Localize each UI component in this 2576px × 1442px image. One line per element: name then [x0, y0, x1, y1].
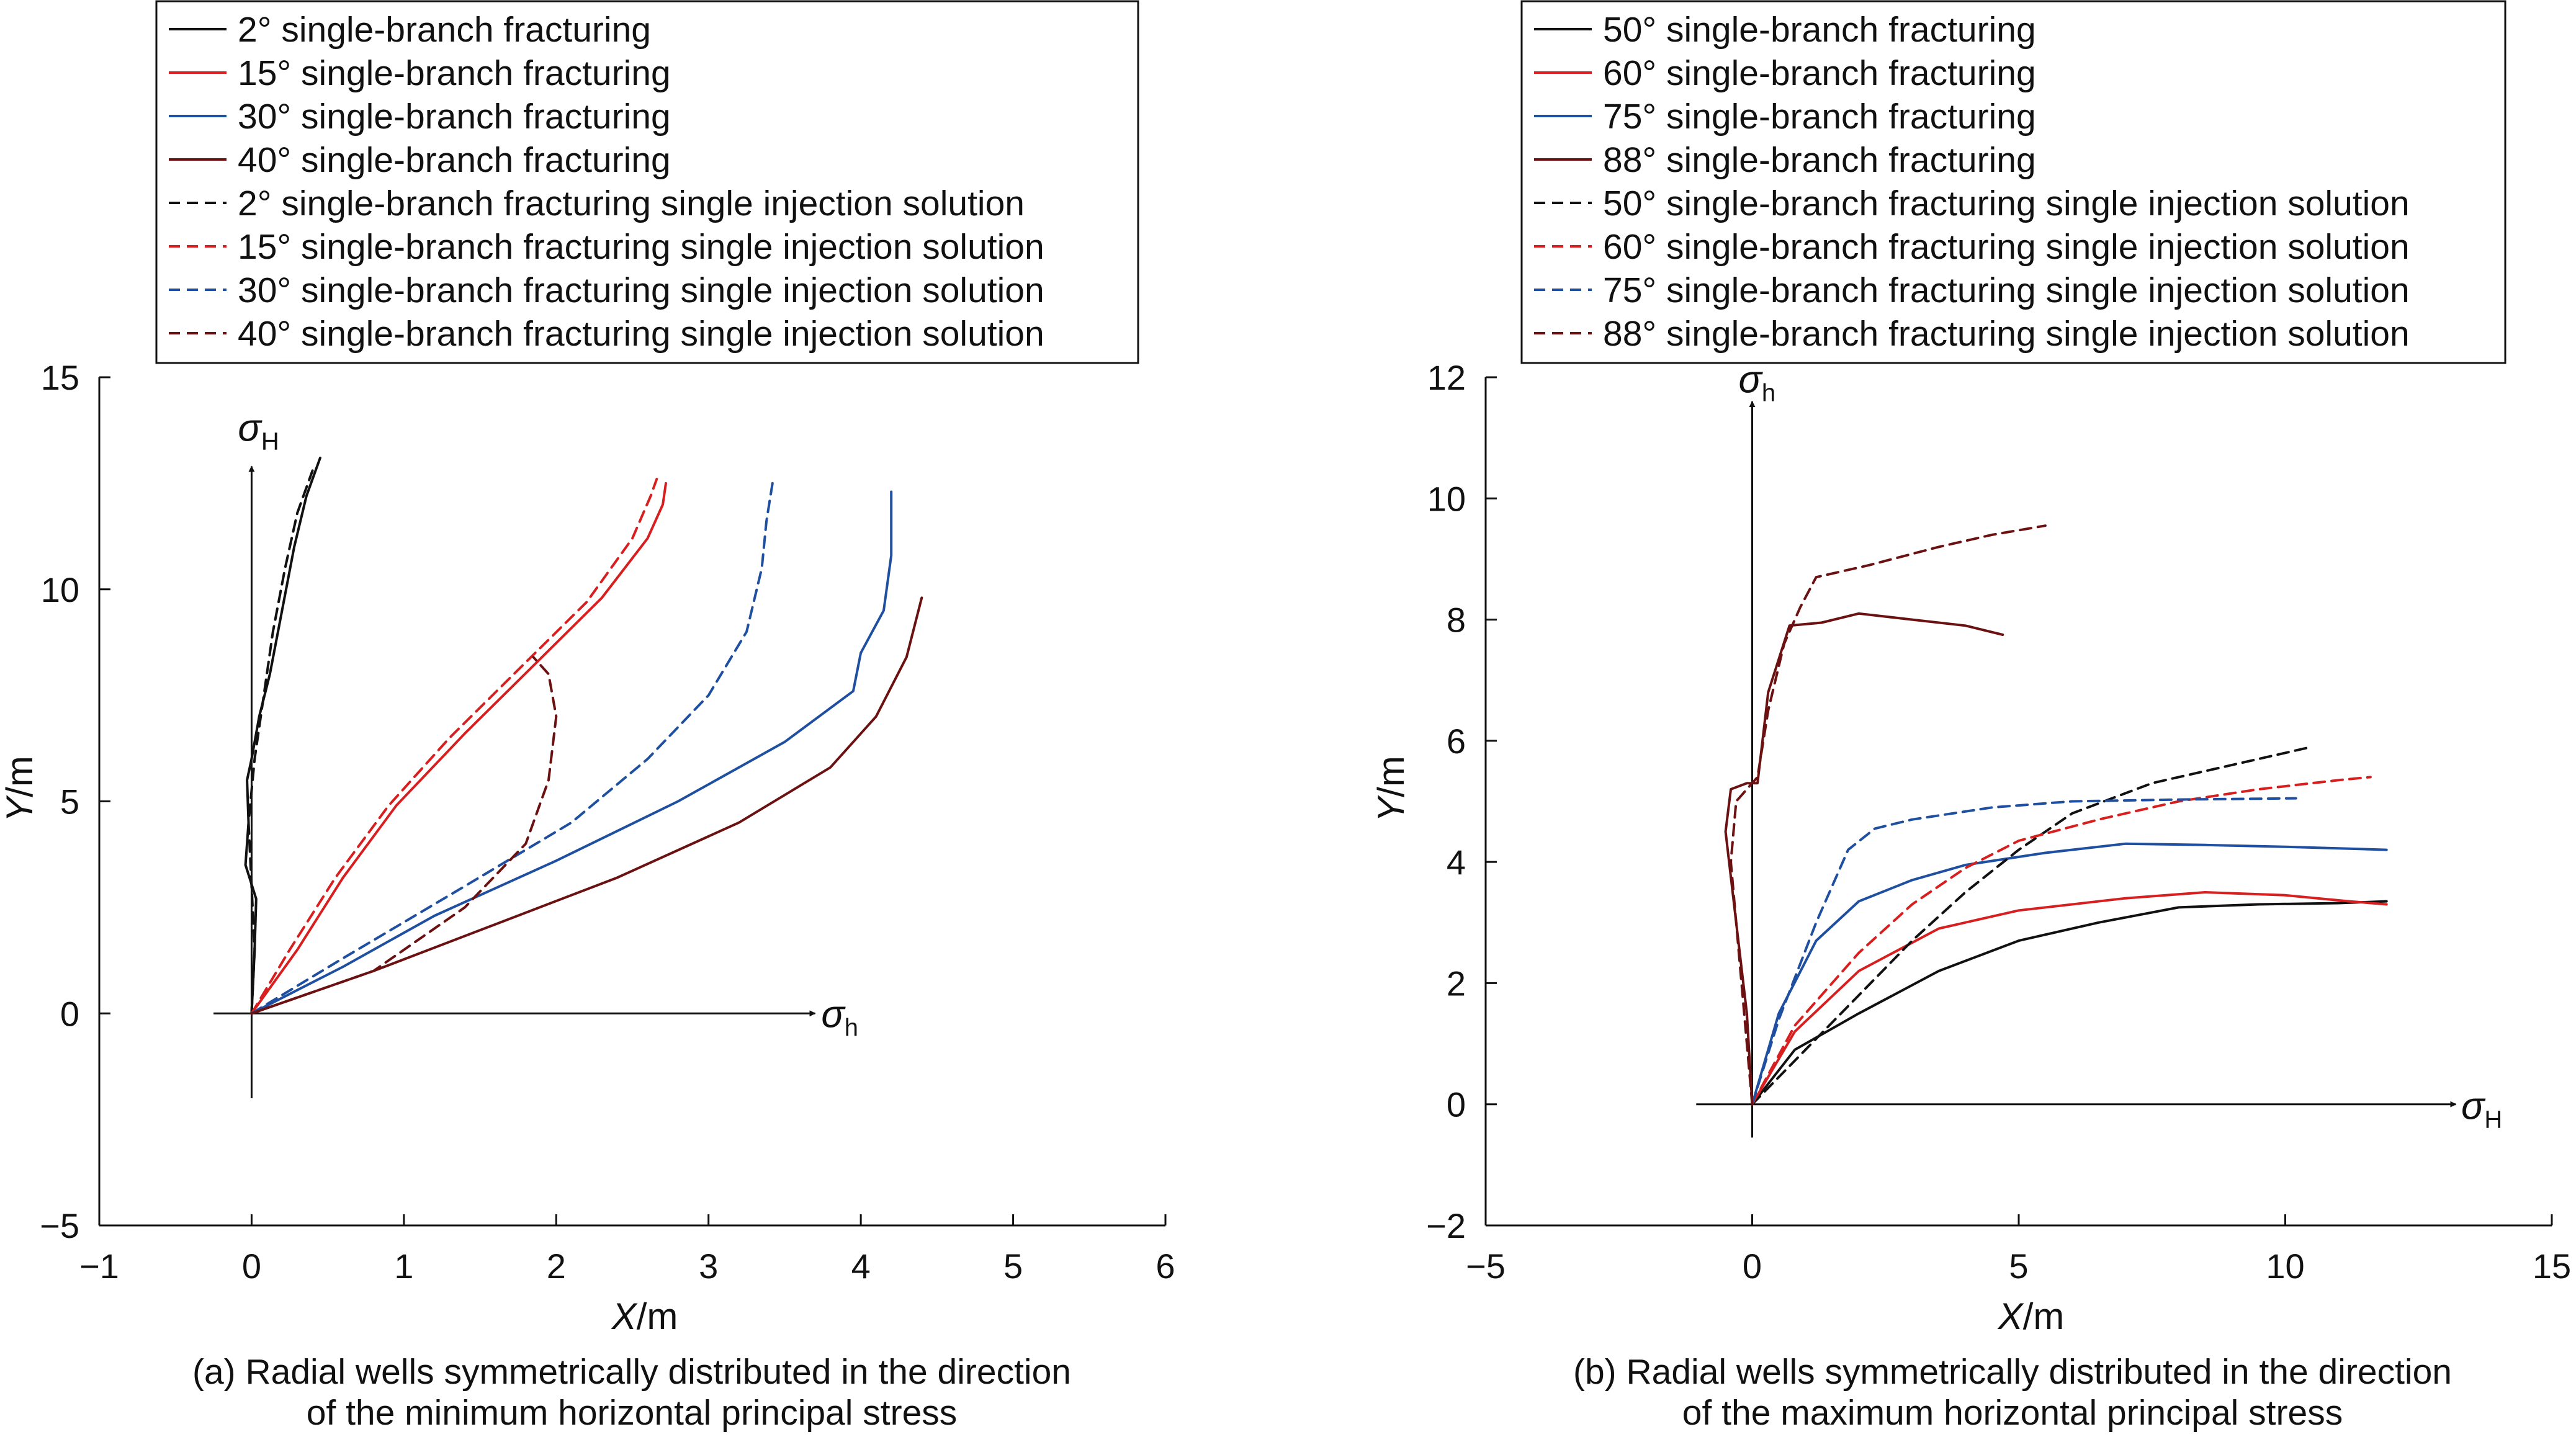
vertical-stress-subscript: h	[1762, 379, 1775, 406]
x-tick-label: 3	[699, 1247, 718, 1286]
series-line-5	[1751, 745, 2313, 1106]
legend-entry-3: 75° single-branch fracturing	[1603, 97, 2036, 137]
y-axis-title: Y/m	[1370, 756, 1412, 822]
legend-entry-1: 2° single-branch fracturing	[238, 10, 651, 50]
x-tick-label: −1	[79, 1247, 119, 1286]
y-tick-label: 10	[1427, 479, 1466, 518]
y-tick-label: 6	[1447, 722, 1466, 761]
legend-entry-6: 15° single-branch fracturing single inje…	[238, 227, 1044, 267]
series-line-8	[1730, 524, 2047, 1106]
caption-line-1: (b) Radial wells symmetrically distribut…	[1573, 1352, 2452, 1392]
x-tick-label: 15	[2533, 1247, 2571, 1286]
y-tick-label: 12	[1427, 358, 1466, 397]
y-tick-label: 0	[60, 994, 79, 1033]
y-axis-title-var: Y	[0, 795, 40, 822]
legend-entry-7: 75° single-branch fracturing single inje…	[1603, 271, 2410, 310]
caption-line-1: (a) Radial wells symmetrically distribut…	[192, 1352, 1071, 1392]
y-tick-label: −2	[1426, 1206, 1466, 1245]
x-axis-title: X/m	[1997, 1296, 2065, 1337]
vertical-stress-label: σH	[238, 407, 279, 455]
series-line-2	[250, 481, 667, 1015]
legend-box	[155, 0, 1139, 364]
y-tick-label: 15	[41, 358, 79, 397]
x-tick-label: 6	[1156, 1247, 1175, 1286]
legend-entry-7: 30° single-branch fracturing single inje…	[238, 271, 1044, 310]
series-line-3	[1751, 842, 2388, 1106]
series-line-4	[250, 596, 923, 1015]
legend-entry-4: 88° single-branch fracturing	[1603, 140, 2036, 180]
legend-entry-2: 15° single-branch fracturing	[238, 53, 671, 93]
x-axis-title: X/m	[611, 1296, 678, 1337]
series-line-1	[244, 456, 321, 1015]
series-line-7	[250, 481, 774, 1015]
vertical-stress-subscript: H	[261, 428, 279, 455]
series-line-5	[247, 469, 314, 1015]
x-axis-title-var: X	[611, 1296, 638, 1337]
legend-entry-8: 88° single-branch fracturing single inje…	[1603, 314, 2410, 354]
x-tick-label: 0	[242, 1247, 261, 1286]
legend-entry-3: 30° single-branch fracturing	[238, 97, 671, 137]
horizontal-stress-subscript: h	[845, 1014, 858, 1041]
legend-entry-1: 50° single-branch fracturing	[1603, 10, 2036, 50]
vertical-stress-label: σh	[1739, 358, 1776, 406]
x-tick-label: 2	[547, 1247, 566, 1286]
series-line-1	[1751, 900, 2388, 1106]
x-tick-label: 5	[1003, 1247, 1023, 1286]
y-tick-label: 4	[1447, 843, 1466, 882]
x-tick-label: −5	[1466, 1247, 1506, 1286]
x-tick-label: 5	[2009, 1247, 2028, 1286]
x-tick-label: 4	[851, 1247, 871, 1286]
y-tick-label: 0	[1447, 1085, 1466, 1124]
series-line-7	[1751, 797, 2297, 1106]
y-axis-title-var: Y	[1370, 795, 1412, 822]
x-tick-label: 1	[394, 1247, 413, 1286]
y-axis-title: Y/m	[0, 756, 40, 822]
series-line-8	[250, 656, 558, 1015]
series-line-4	[1724, 612, 2004, 1106]
x-axis-title-unit: /m	[2023, 1296, 2065, 1337]
series-line-6	[1751, 776, 2372, 1106]
x-axis-title-var: X	[1997, 1296, 2024, 1337]
legend-entry-4: 40° single-branch fracturing	[238, 140, 671, 180]
y-axis-title-unit: /m	[1370, 756, 1412, 797]
x-axis-title-unit: /m	[637, 1296, 678, 1337]
caption-line-2: of the minimum horizontal principal stre…	[307, 1393, 958, 1433]
y-tick-label: 10	[41, 570, 79, 609]
legend-entry-8: 40° single-branch fracturing single inje…	[238, 314, 1044, 354]
legend-entry-5: 50° single-branch fracturing single inje…	[1603, 184, 2410, 223]
x-tick-label: 0	[1743, 1247, 1762, 1286]
y-tick-label: −5	[40, 1206, 79, 1245]
legend-entry-2: 60° single-branch fracturing	[1603, 53, 2036, 93]
horizontal-stress-label: σh	[821, 993, 858, 1041]
legend-entry-5: 2° single-branch fracturing single injec…	[238, 184, 1025, 223]
legend-box	[1520, 0, 2506, 364]
x-tick-label: 10	[2266, 1247, 2304, 1286]
caption-line-2: of the maximum horizontal principal stre…	[1682, 1393, 2343, 1433]
y-tick-label: 2	[1447, 964, 1466, 1003]
series-line-6	[250, 478, 658, 1015]
series-line-3	[250, 490, 893, 1015]
y-tick-label: 5	[60, 782, 79, 822]
y-tick-label: 8	[1447, 601, 1466, 640]
series-line-2	[1751, 891, 2388, 1106]
y-axis-title-unit: /m	[0, 756, 40, 797]
horizontal-stress-label: σH	[2461, 1085, 2502, 1134]
legend-entry-6: 60° single-branch fracturing single inje…	[1603, 227, 2410, 267]
horizontal-stress-subscript: H	[2484, 1106, 2502, 1134]
